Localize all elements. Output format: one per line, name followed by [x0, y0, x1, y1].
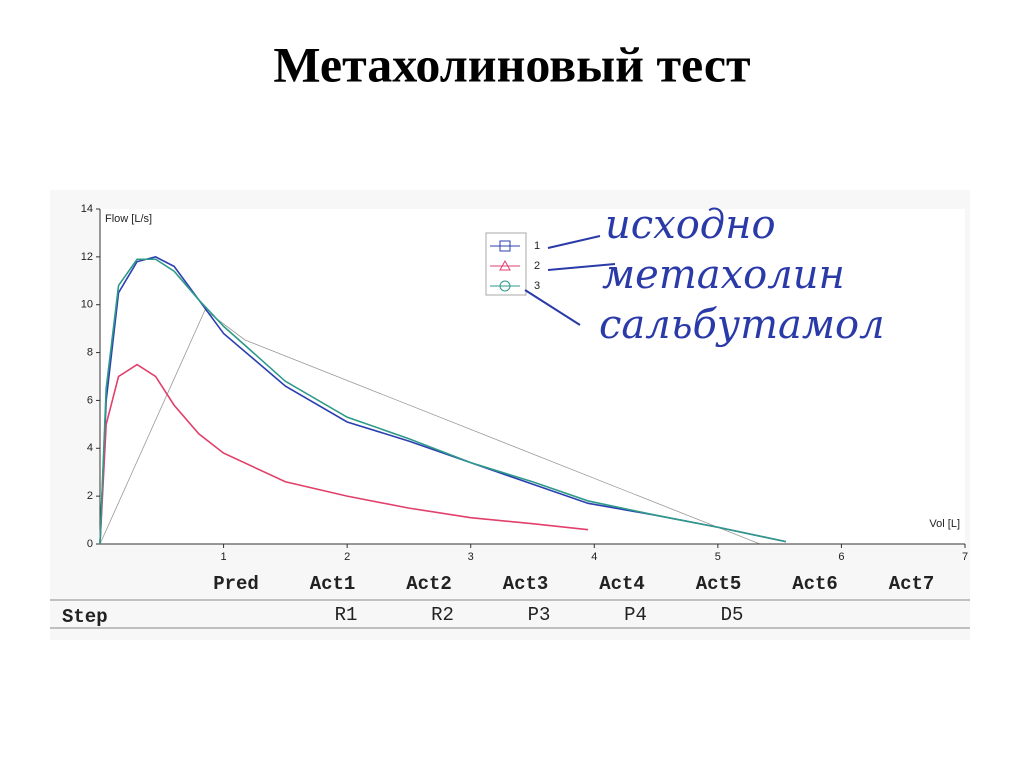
x-tick-label: 6: [838, 551, 844, 563]
handwritten-note: исходно: [605, 202, 776, 248]
slide-title: Метахолиновый тест: [273, 36, 750, 92]
x-tick-label: 4: [591, 551, 597, 563]
table-header: Pred: [213, 573, 259, 595]
table-cell: R1: [335, 604, 358, 626]
reference-line: [99, 309, 761, 545]
y-tick-label: 12: [81, 251, 93, 263]
table-header: Act1: [310, 573, 356, 595]
plot-area: [100, 209, 965, 544]
x-axis-label: Vol [L]: [929, 518, 960, 530]
series-line: [99, 258, 786, 545]
hand-stroke: [524, 235, 616, 326]
table-header: Act4: [599, 573, 645, 595]
table-cell: P3: [528, 604, 551, 626]
y-tick-label: 10: [81, 299, 93, 311]
handwritten-note: сальбутамол: [599, 302, 885, 348]
y-tick-label: 14: [81, 203, 93, 215]
legend-label: 3: [534, 280, 540, 292]
table-cell: R2: [431, 604, 454, 626]
y-tick-label: 2: [87, 490, 93, 502]
table-cell: D5: [721, 604, 744, 626]
x-tick-label: 2: [344, 551, 350, 563]
series-line: [99, 363, 589, 545]
y-tick-label: 4: [87, 442, 93, 454]
x-tick-label: 5: [715, 551, 721, 563]
legend-box: [485, 232, 527, 296]
y-tick-label: 0: [87, 538, 93, 550]
handwritten-note: метахолин: [602, 252, 845, 298]
x-tick-label: 7: [962, 551, 968, 563]
legend-symbol: [499, 280, 511, 292]
table-header: Act2: [406, 573, 452, 595]
table-row-label: Step: [62, 606, 108, 628]
table-header: Act7: [889, 573, 935, 595]
table-header: Act3: [503, 573, 549, 595]
legend-label: 1: [534, 240, 540, 252]
legend-label: 2: [534, 260, 540, 272]
y-tick-label: 8: [87, 346, 93, 358]
table-header: Act6: [792, 573, 838, 595]
x-tick-label: 3: [468, 551, 474, 563]
table-cell: P4: [624, 604, 647, 626]
legend-symbol: [499, 240, 511, 252]
series-line: [99, 256, 786, 545]
y-tick-label: 6: [87, 394, 93, 406]
table-header: Act5: [696, 573, 742, 595]
x-tick-label: 1: [221, 551, 227, 563]
legend-symbol: [499, 259, 511, 271]
y-axis-label: Flow [L/s]: [105, 213, 152, 225]
